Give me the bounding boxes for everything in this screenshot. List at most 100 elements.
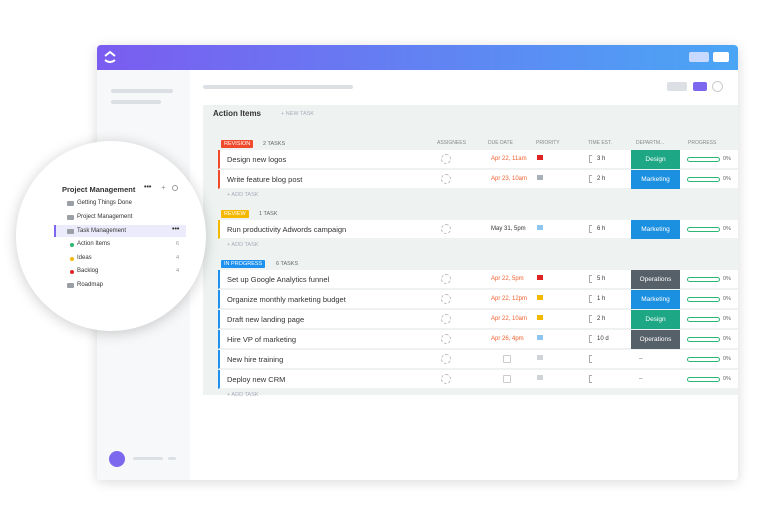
task-row[interactable]: Hire VP of marketing Apr 26, 4pm 10 d Opera… [218, 330, 738, 349]
task-name[interactable]: Organize monthly marketing budget [227, 295, 346, 304]
priority-flag [537, 375, 543, 380]
progress-text: 0% [723, 156, 731, 162]
due-date: Apr 26, 4pm [491, 336, 524, 342]
progress-text: 0% [723, 336, 731, 342]
progress-bar [687, 377, 720, 382]
progress-bar [687, 317, 720, 322]
task-row[interactable]: Run productivity Adwords campaign May 31,… [218, 220, 738, 239]
item-count: 6 [176, 241, 180, 247]
assignee-icon [441, 314, 451, 324]
add-task[interactable]: + ADD TASK [227, 242, 259, 248]
progress-bar [687, 177, 720, 182]
group-label: IN PROGRESS [221, 260, 266, 268]
sidebar-item[interactable]: Project Management [77, 214, 133, 220]
folder-icon [67, 283, 74, 288]
folder-icon [67, 215, 74, 220]
task-name[interactable]: Run productivity Adwords campaign [227, 225, 347, 234]
placeholder [111, 89, 173, 93]
task-row[interactable]: Design new logos Apr 22, 11am 3 h Design 0% [218, 150, 738, 169]
more-icon[interactable]: ••• [172, 226, 180, 233]
due-date: May 31, 5pm [491, 226, 526, 232]
add-icon[interactable]: + [161, 183, 166, 192]
assignee-icon [441, 334, 451, 344]
sidebar-item[interactable]: Task Management [77, 228, 127, 234]
sidebar-title: Project Management [62, 185, 136, 194]
hourglass-icon [589, 375, 592, 383]
sidebar-subitem[interactable]: Action Items [77, 241, 111, 247]
department: Marketing [631, 290, 680, 309]
more-icon[interactable]: ••• [144, 184, 152, 191]
task-name[interactable]: Deploy new CRM [227, 375, 286, 384]
item-count: 4 [176, 254, 180, 261]
task-name[interactable]: New hire training [227, 355, 284, 364]
hourglass-icon [589, 155, 592, 163]
department: Operations [631, 270, 680, 289]
task-row[interactable]: Set up Google Analytics funnel Apr 22, 5p… [218, 270, 738, 289]
priority-flag [537, 315, 543, 320]
priority-flag [537, 175, 543, 180]
task-name[interactable]: Draft new landing page [227, 315, 305, 324]
task-name[interactable]: Write feature blog post [227, 175, 303, 184]
task-row[interactable]: Draft new landing page Apr 22, 10am 2 h Des… [218, 310, 738, 329]
task-name[interactable]: Set up Google Analytics funnel [227, 275, 330, 284]
top-button[interactable] [713, 52, 729, 62]
due-date: Apr 23, 10am [491, 176, 528, 182]
chat-icon[interactable] [109, 451, 125, 467]
view-button[interactable] [693, 82, 707, 91]
task-row[interactable]: New hire training – 0% [218, 350, 738, 369]
due-date: Apr 22, 10am [491, 316, 528, 322]
assignee-icon [441, 224, 451, 234]
hourglass-icon [589, 315, 592, 323]
assignee-icon [441, 274, 451, 284]
due-date: Apr 22, 11am [491, 156, 527, 162]
task-name[interactable]: Hire VP of marketing [227, 335, 297, 344]
task-row[interactable]: Organize monthly marketing budget Apr 22,… [218, 290, 738, 309]
time-estimate: 3 h [597, 156, 606, 162]
list-title: Action Items [213, 109, 262, 118]
sidebar-subitem[interactable]: Ideas [77, 254, 92, 261]
time-estimate: 5 h [597, 276, 606, 282]
hourglass-icon [589, 225, 592, 233]
view-button[interactable] [667, 82, 687, 91]
sidebar-magnifier: Project Management ••• + ••• Getting Thi… [16, 141, 206, 331]
group-count: 1 TASK [259, 211, 278, 217]
department: Design [631, 310, 680, 329]
new-task[interactable]: + NEW TASK [281, 111, 314, 117]
calendar-icon [503, 375, 511, 383]
column-header: ASSIGNEES [437, 140, 466, 146]
sidebar-subitem[interactable]: Backlog [77, 268, 99, 274]
group-count: 6 TASKS [276, 261, 299, 267]
hourglass-icon [589, 175, 592, 183]
group-count: 2 TASKS [263, 141, 286, 147]
placeholder [203, 85, 353, 89]
search-icon[interactable] [172, 185, 178, 191]
calendar-icon [503, 355, 511, 363]
progress-text: 0% [723, 316, 731, 322]
top-button[interactable] [689, 52, 709, 62]
task-row[interactable]: Deploy new CRM – 0% [218, 370, 738, 389]
progress-bar [687, 357, 720, 362]
task-name[interactable]: Design new logos [227, 155, 287, 164]
hourglass-icon [589, 275, 592, 283]
column-header: PROGRESS [688, 140, 717, 146]
add-task[interactable]: + ADD TASK [227, 192, 259, 198]
progress-bar [687, 297, 720, 302]
placeholder [168, 457, 176, 460]
settings-icon[interactable] [712, 81, 723, 92]
progress-text: 0% [723, 376, 731, 382]
time-estimate: 2 h [597, 176, 606, 182]
progress-bar [687, 337, 720, 342]
assignee-icon [441, 374, 451, 384]
logo [104, 50, 116, 63]
priority-flag [537, 225, 543, 230]
department: – [639, 375, 643, 382]
progress-text: 0% [723, 276, 731, 282]
assignee-icon [441, 294, 451, 304]
task-row[interactable]: Write feature blog post Apr 23, 10am 2 h Ma… [218, 170, 738, 189]
department: Design [631, 150, 680, 169]
sidebar-item[interactable]: Getting Things Done [77, 200, 132, 206]
add-task[interactable]: + ADD TASK [227, 392, 259, 398]
sidebar-item[interactable]: Roadmap [77, 282, 104, 288]
assignee-icon [441, 154, 451, 164]
